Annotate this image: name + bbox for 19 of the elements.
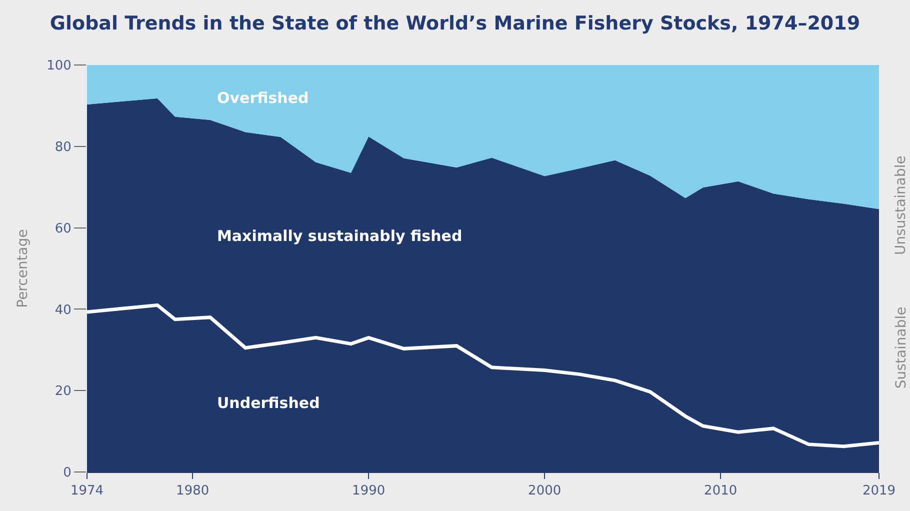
y-tick-label: 20	[54, 384, 72, 400]
x-tick-label: 1974	[70, 484, 104, 499]
y-axis-title: Percentage	[15, 229, 32, 308]
y-tick-label: 0	[63, 466, 72, 481]
x-tick-label: 2019	[862, 484, 896, 499]
y-tick-label: 100	[46, 58, 72, 74]
series-label: Underfished	[217, 394, 320, 412]
text: Unsustainable	[892, 156, 909, 256]
series-label: Maximally sustainably fished	[217, 227, 462, 245]
y-tick-label: 40	[54, 302, 72, 318]
x-tick-label: 1990	[352, 484, 386, 499]
y-tick-label: 80	[54, 140, 72, 155]
x-tick-label: 2010	[704, 484, 738, 499]
text: Sustainable	[893, 306, 910, 389]
series-label: Overfished	[217, 89, 309, 107]
x-tick-label: 2000	[528, 484, 562, 499]
x-tick-label: 1980	[176, 484, 210, 499]
y-tick-label: 60	[54, 221, 72, 236]
chart-title: Global Trends in the State of the World’s Marine Fishery Stocks, 1974–2019	[50, 12, 860, 35]
